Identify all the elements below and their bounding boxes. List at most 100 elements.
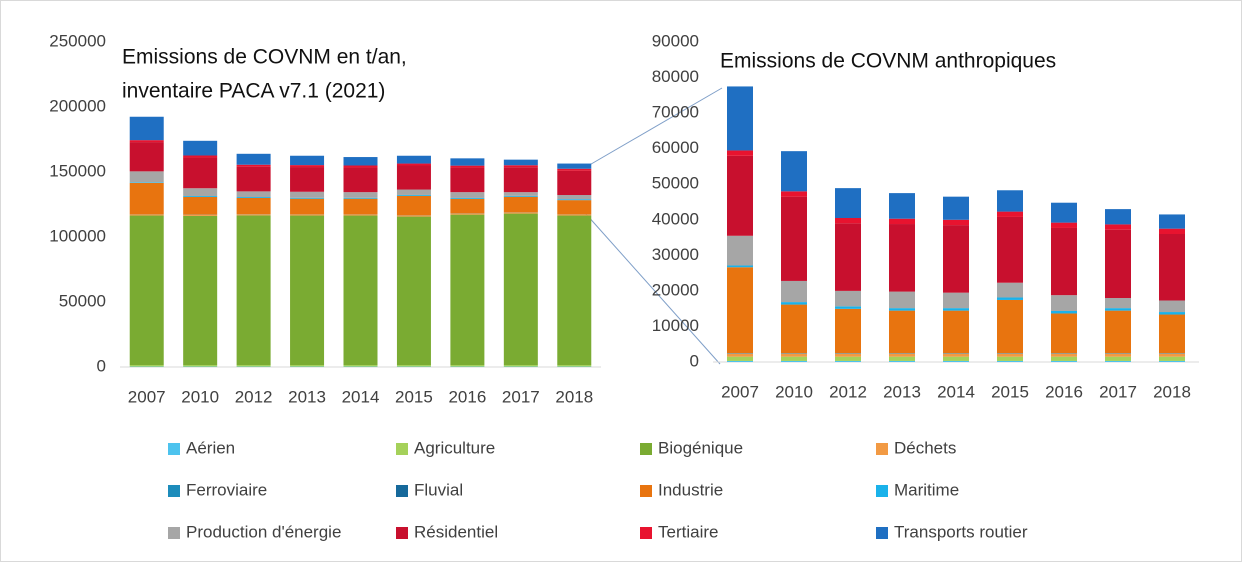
x-tick-label: 2017 bbox=[1099, 382, 1137, 401]
bar-segment bbox=[557, 200, 592, 215]
bar-segment bbox=[1051, 360, 1077, 362]
bar-segment bbox=[450, 192, 485, 198]
bar-segment bbox=[450, 198, 485, 214]
bar-segment bbox=[835, 356, 861, 361]
bar-segment bbox=[943, 360, 969, 362]
bar-segment bbox=[183, 155, 218, 158]
bar-segment bbox=[183, 140, 218, 156]
bar-segment bbox=[396, 189, 431, 195]
bar-segment bbox=[727, 356, 753, 361]
bar-segment bbox=[1051, 356, 1077, 361]
bar-segment bbox=[1159, 314, 1185, 354]
bar-segment bbox=[290, 165, 325, 168]
bar-segment bbox=[557, 215, 592, 366]
y-tick-label: 0 bbox=[97, 356, 106, 375]
bar-segment bbox=[183, 214, 218, 216]
legend-label: Maritime bbox=[894, 480, 959, 499]
bar-segment bbox=[727, 353, 753, 357]
x-tick-label: 2010 bbox=[775, 382, 813, 401]
bar-segment bbox=[943, 308, 969, 311]
bar-segment bbox=[343, 157, 378, 166]
bar-segment bbox=[290, 191, 325, 198]
bar-segment bbox=[727, 235, 753, 266]
bar-segment bbox=[503, 159, 538, 166]
bar-segment bbox=[450, 365, 485, 367]
y-tick-label: 50000 bbox=[59, 291, 106, 310]
y-tick-label: 100000 bbox=[49, 226, 106, 245]
bar-segment bbox=[781, 302, 807, 305]
bar-segment bbox=[781, 196, 807, 281]
bar-segment bbox=[183, 157, 218, 189]
bar-segment bbox=[129, 116, 164, 141]
x-tick-label: 2016 bbox=[1045, 382, 1083, 401]
bar-segment bbox=[889, 310, 915, 354]
bar-segment bbox=[503, 196, 538, 213]
bar-segment bbox=[835, 306, 861, 309]
y-tick-label: 90000 bbox=[652, 31, 699, 50]
chart-title: Emissions de COVNM anthropiques bbox=[720, 50, 1056, 73]
legend-swatch bbox=[876, 485, 888, 497]
x-tick-label: 2013 bbox=[288, 387, 326, 406]
bar-segment bbox=[557, 170, 592, 196]
legend-label: Aérien bbox=[186, 438, 235, 457]
bar-segment bbox=[450, 158, 485, 166]
bar-segment bbox=[343, 198, 378, 215]
bar-segment bbox=[781, 191, 807, 197]
legend-label: Industrie bbox=[658, 480, 723, 499]
y-tick-label: 10000 bbox=[652, 316, 699, 335]
legend-swatch bbox=[396, 443, 408, 455]
bar-segment bbox=[343, 192, 378, 198]
x-tick-label: 2018 bbox=[555, 387, 593, 406]
x-tick-label: 2012 bbox=[829, 382, 867, 401]
bar-segment bbox=[343, 167, 378, 193]
x-tick-label: 2015 bbox=[991, 382, 1029, 401]
zoom-line bbox=[585, 87, 723, 168]
bar-segment bbox=[129, 214, 164, 216]
bar-segment bbox=[997, 297, 1023, 300]
bar-segment bbox=[1159, 312, 1185, 315]
bar-segment bbox=[997, 216, 1023, 283]
bar-segment bbox=[1105, 229, 1131, 298]
bar-segment bbox=[129, 215, 164, 366]
bar-segment bbox=[503, 195, 538, 197]
y-tick-label: 150000 bbox=[49, 161, 106, 180]
y-tick-label: 70000 bbox=[652, 103, 699, 122]
legend-swatch bbox=[640, 485, 652, 497]
bar-segment bbox=[1051, 222, 1077, 228]
bar-segment bbox=[997, 211, 1023, 217]
bar-segment bbox=[835, 188, 861, 218]
bar-segment bbox=[1105, 356, 1131, 361]
bar-segment bbox=[943, 353, 969, 357]
legend-label: Déchets bbox=[894, 438, 956, 457]
legend-label: Biogénique bbox=[658, 438, 743, 457]
bar-segment bbox=[781, 304, 807, 354]
bar-segment bbox=[557, 163, 592, 169]
bar-segment bbox=[835, 290, 861, 307]
bar-segment bbox=[727, 155, 753, 236]
bar-segment bbox=[236, 197, 271, 198]
bar-segment bbox=[183, 196, 218, 215]
bar-segment bbox=[557, 168, 592, 171]
legend-swatch bbox=[168, 443, 180, 455]
bar-segment bbox=[727, 265, 753, 268]
bar-segment bbox=[1105, 209, 1131, 225]
bar-segment bbox=[236, 214, 271, 216]
bar-segment bbox=[236, 153, 271, 165]
bar-segment bbox=[889, 291, 915, 309]
legend-swatch bbox=[396, 485, 408, 497]
bar-segment bbox=[1159, 356, 1185, 361]
bar-segment bbox=[557, 195, 592, 200]
x-tick-label: 2014 bbox=[937, 382, 975, 401]
bar-segment bbox=[997, 190, 1023, 212]
bar-segment bbox=[1105, 360, 1131, 362]
zoom-line bbox=[585, 213, 721, 365]
bar-segment bbox=[129, 182, 164, 183]
bar-segment bbox=[997, 353, 1023, 357]
bar-segment bbox=[236, 215, 271, 366]
bar-segment bbox=[835, 360, 861, 362]
bar-segment bbox=[781, 151, 807, 192]
bar-segment bbox=[236, 164, 271, 167]
bar-segment bbox=[889, 308, 915, 311]
bar-segment bbox=[290, 214, 325, 216]
